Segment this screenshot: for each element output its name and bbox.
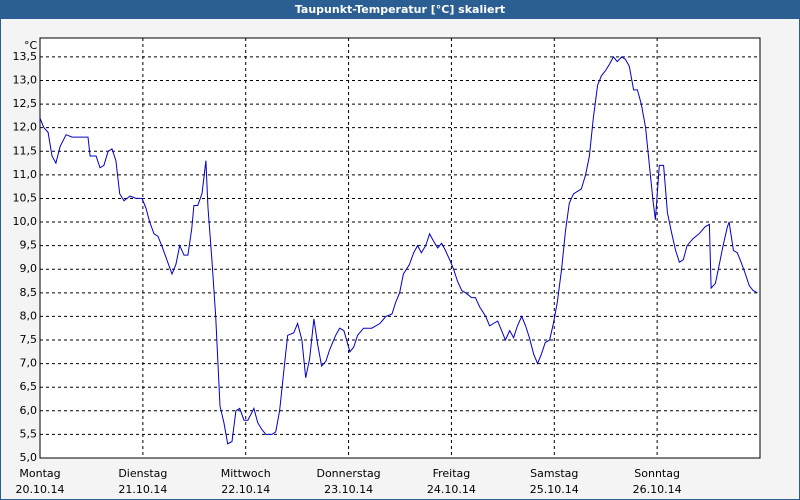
y-tick-label: 6,5 bbox=[20, 380, 38, 393]
y-tick-label: 6,0 bbox=[20, 404, 38, 417]
x-tick-date: 26.10.14 bbox=[633, 483, 682, 496]
x-tick-label: Montag bbox=[19, 467, 60, 480]
x-tick-date: 24.10.14 bbox=[427, 483, 476, 496]
x-tick-label: Donnerstag bbox=[316, 467, 380, 480]
series-line bbox=[39, 56, 758, 445]
y-tick-label: 11,5 bbox=[13, 144, 38, 157]
x-tick-date: 21.10.14 bbox=[118, 483, 167, 496]
y-tick-label: 7,0 bbox=[20, 357, 38, 370]
x-tick-label: Samstag bbox=[530, 467, 578, 480]
y-tick-label: 8,5 bbox=[20, 286, 38, 299]
y-tick-label: 12,0 bbox=[13, 121, 38, 134]
y-tick-label: 8,0 bbox=[20, 309, 38, 322]
x-tick-label: Freitag bbox=[433, 467, 471, 480]
y-tick-label: 10,5 bbox=[13, 191, 38, 204]
y-tick-label: 13,0 bbox=[13, 73, 38, 86]
y-tick-label: 9,5 bbox=[20, 239, 38, 252]
y-tick-label: 13,5 bbox=[13, 50, 38, 63]
chart-title: Taupunkt-Temperatur [°C] skaliert bbox=[295, 3, 505, 16]
y-tick-label: 5,0 bbox=[20, 451, 38, 464]
y-tick-label: 7,5 bbox=[20, 333, 38, 346]
y-tick-label: 12,5 bbox=[13, 97, 38, 110]
title-bar bbox=[0, 0, 800, 19]
x-tick-date: 22.10.14 bbox=[221, 483, 270, 496]
x-tick-date: 25.10.14 bbox=[530, 483, 579, 496]
plot-border bbox=[39, 37, 761, 459]
y-tick-label: 9,0 bbox=[20, 262, 38, 275]
y-unit: °C bbox=[24, 39, 38, 52]
y-tick-label: 11,0 bbox=[13, 168, 38, 181]
x-tick-label: Mittwoch bbox=[221, 467, 271, 480]
x-tick-label: Sonntag bbox=[634, 467, 680, 480]
x-tick-label: Dienstag bbox=[118, 467, 167, 480]
x-tick-date: 23.10.14 bbox=[324, 483, 373, 496]
y-tick-label: 5,5 bbox=[20, 427, 38, 440]
plot-area bbox=[40, 38, 760, 458]
x-tick-date: 20.10.14 bbox=[16, 483, 65, 496]
y-tick-label: 10,0 bbox=[13, 215, 38, 228]
